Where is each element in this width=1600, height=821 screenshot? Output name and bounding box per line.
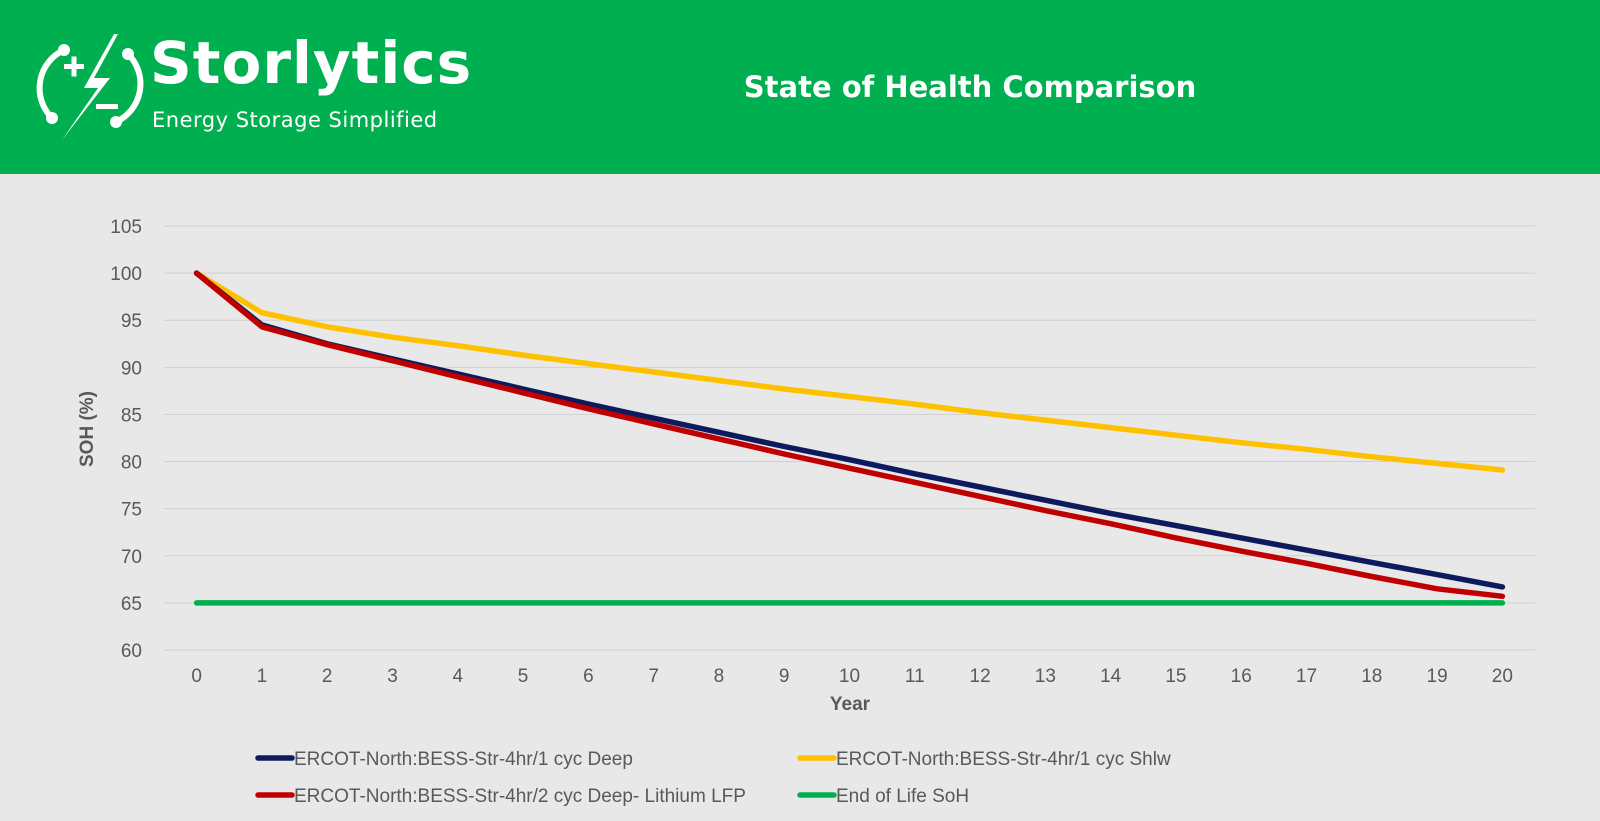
legend-item: ERCOT-North:BESS-Str-4hr/1 cyc Deep (255, 749, 633, 770)
chart-title: State of Health Comparison (743, 70, 1197, 104)
x-tick-label: 15 (1165, 666, 1186, 687)
legend-item: ERCOT-North:BESS-Str-4hr/2 cyc Deep- Lit… (255, 786, 746, 807)
legend-label: End of Life SoH (836, 786, 969, 807)
x-tick-label: 5 (518, 666, 529, 687)
legend-label: ERCOT-North:BESS-Str-4hr/1 cyc Shlw (836, 749, 1171, 770)
brand-name: Storlytics (150, 29, 473, 97)
x-tick-label: 17 (1296, 666, 1317, 687)
x-tick-label: 18 (1361, 666, 1382, 687)
legend-item: End of Life SoH (797, 786, 969, 807)
x-tick-label: 19 (1427, 666, 1448, 687)
y-tick-label: 60 (121, 641, 142, 662)
series-line-2 (193, 270, 1506, 600)
x-tick-label: 10 (839, 666, 860, 687)
x-tick-label: 0 (191, 666, 202, 687)
x-tick-label: 8 (714, 666, 725, 687)
x-tick-label: 16 (1231, 666, 1252, 687)
y-tick-label: 75 (121, 500, 142, 521)
brand-tagline: Energy Storage Simplified (152, 108, 438, 132)
legend-label: ERCOT-North:BESS-Str-4hr/2 cyc Deep- Lit… (294, 786, 746, 807)
y-tick-label: 95 (121, 311, 142, 332)
x-tick-label: 14 (1100, 666, 1122, 687)
x-tick-label: 13 (1035, 666, 1056, 687)
y-tick-label: 85 (121, 405, 142, 426)
y-tick-label: 105 (110, 217, 142, 238)
x-tick-label: 6 (583, 666, 594, 687)
x-tick-label: 20 (1492, 666, 1513, 687)
x-tick-label: 2 (322, 666, 333, 687)
x-tick-label: 11 (905, 666, 925, 687)
battery-bolt-icon (36, 34, 144, 140)
x-axis-ticks: 0 1 2 3 4 5 6 7 8 9 10 11 12 13 14 15 16 17 18 19 20 (191, 666, 1513, 687)
x-tick-label: 3 (387, 666, 398, 687)
y-tick-label: 90 (121, 358, 142, 379)
x-tick-label: 7 (648, 666, 659, 687)
x-tick-label: 1 (257, 666, 268, 687)
y-tick-label: 100 (110, 264, 142, 285)
y-tick-label: 65 (121, 594, 142, 615)
series-line-1 (193, 270, 1506, 473)
x-tick-label: 9 (779, 666, 790, 687)
x-tick-label: 12 (970, 666, 991, 687)
legend: ERCOT-North:BESS-Str-4hr/1 cyc Deep ERCOT… (255, 749, 1171, 807)
gridlines (164, 225, 1535, 651)
y-tick-label: 80 (121, 453, 142, 474)
legend-label: ERCOT-North:BESS-Str-4hr/1 cyc Deep (294, 749, 633, 770)
series-lines (193, 270, 1506, 606)
y-axis-ticks: 60 65 70 75 80 85 90 95 100 105 (110, 217, 142, 662)
legend-item: ERCOT-North:BESS-Str-4hr/1 cyc Shlw (797, 749, 1171, 770)
header-banner: Storlytics Energy Storage Simplified Sta… (0, 0, 1600, 174)
x-tick-label: 4 (452, 666, 463, 687)
y-tick-label: 70 (121, 547, 142, 568)
x-axis-title: Year (830, 694, 871, 715)
y-axis-title: SOH (%) (77, 391, 98, 467)
